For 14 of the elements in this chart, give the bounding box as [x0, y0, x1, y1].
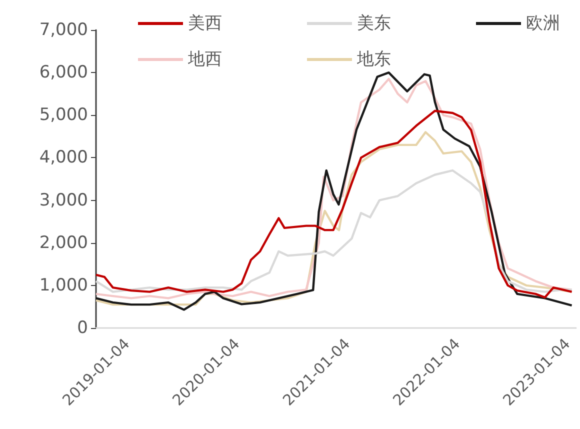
- y-tick-label: 3,000: [39, 190, 88, 210]
- legend-label: 地东: [356, 50, 391, 70]
- legend-label: 美西: [188, 14, 222, 34]
- y-tick-label: 4,000: [39, 148, 88, 168]
- legend-label: 美东: [357, 14, 391, 34]
- line-series: [94, 169, 573, 293]
- y-tick-label: 0: [77, 318, 88, 338]
- legend-label: 欧洲: [526, 14, 560, 34]
- legend-label: 地西: [187, 50, 222, 70]
- y-tick-label: 2,000: [39, 232, 88, 253]
- y-tick-label: 5,000: [39, 105, 88, 126]
- y-tick-label: 7,000: [39, 20, 88, 40]
- y-tick-label: 1,000: [39, 275, 88, 296]
- y-tick-label: 6,000: [39, 62, 88, 83]
